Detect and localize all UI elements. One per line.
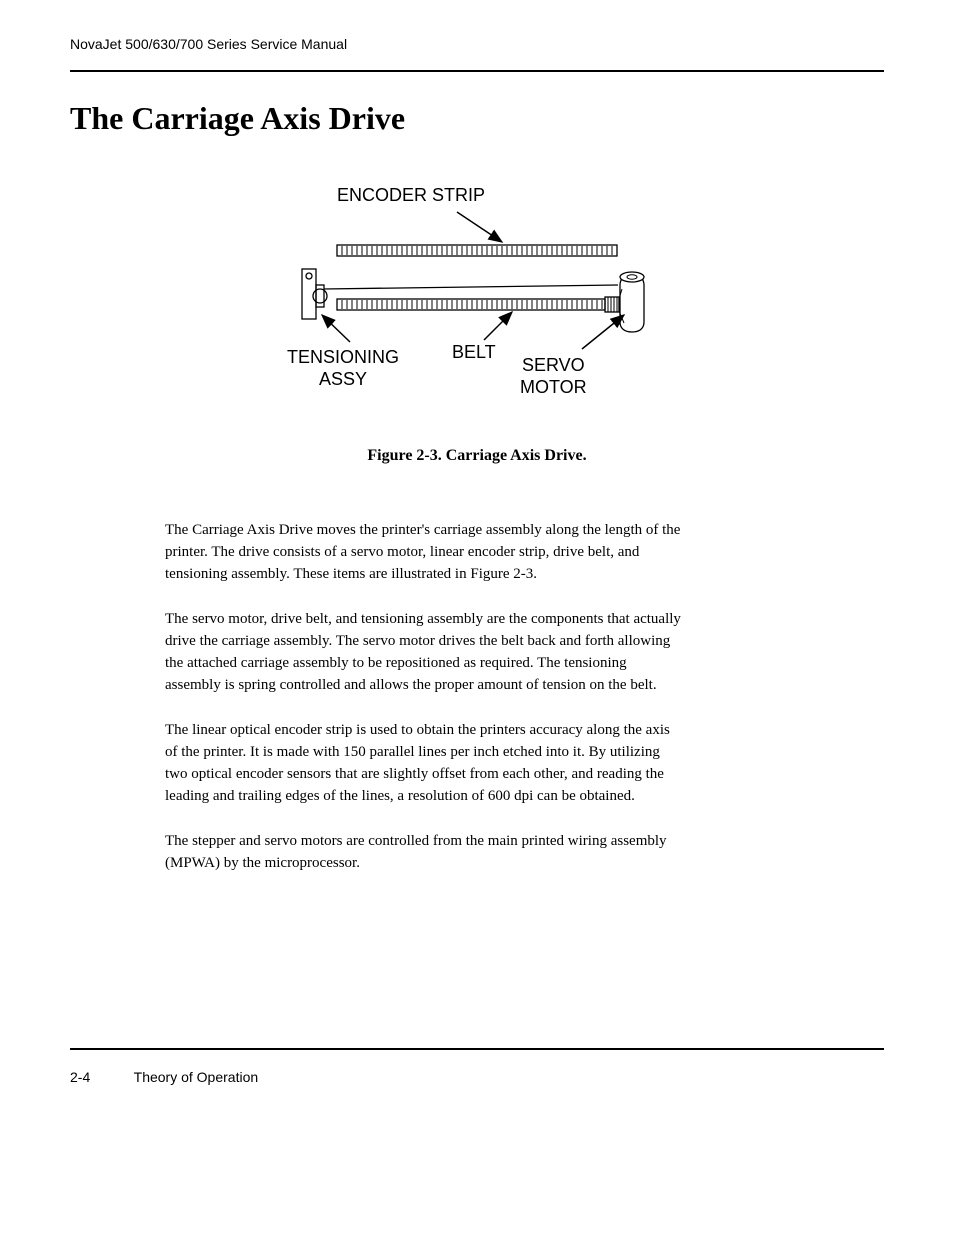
section-name: Theory of Operation (134, 1069, 259, 1085)
label-belt: BELT (452, 342, 496, 364)
footer-rule (70, 1048, 884, 1050)
label-tensioning-assy: TENSIONING ASSY (287, 347, 399, 390)
page: NovaJet 500/630/700 Series Service Manua… (0, 0, 954, 1235)
body-text: The Carriage Axis Drive moves the printe… (165, 520, 685, 875)
paragraph: The stepper and servo motors are control… (165, 831, 685, 875)
label-encoder-strip: ENCODER STRIP (337, 185, 485, 207)
paragraph: The linear optical encoder strip is used… (165, 720, 685, 807)
running-header: NovaJet 500/630/700 Series Service Manua… (70, 36, 884, 72)
figure-caption: Figure 2-3. Carriage Axis Drive. (70, 447, 884, 465)
paragraph: The servo motor, drive belt, and tension… (165, 609, 685, 696)
label-servo-motor: SERVO MOTOR (520, 355, 587, 398)
page-footer: 2-4 Theory of Operation (70, 1069, 258, 1085)
page-number: 2-4 (70, 1069, 130, 1085)
page-title: The Carriage Axis Drive (70, 100, 884, 137)
paragraph: The Carriage Axis Drive moves the printe… (165, 520, 685, 585)
figure-diagram: ENCODER STRIP BELT TENSIONING ASSY SERVO… (262, 177, 692, 427)
